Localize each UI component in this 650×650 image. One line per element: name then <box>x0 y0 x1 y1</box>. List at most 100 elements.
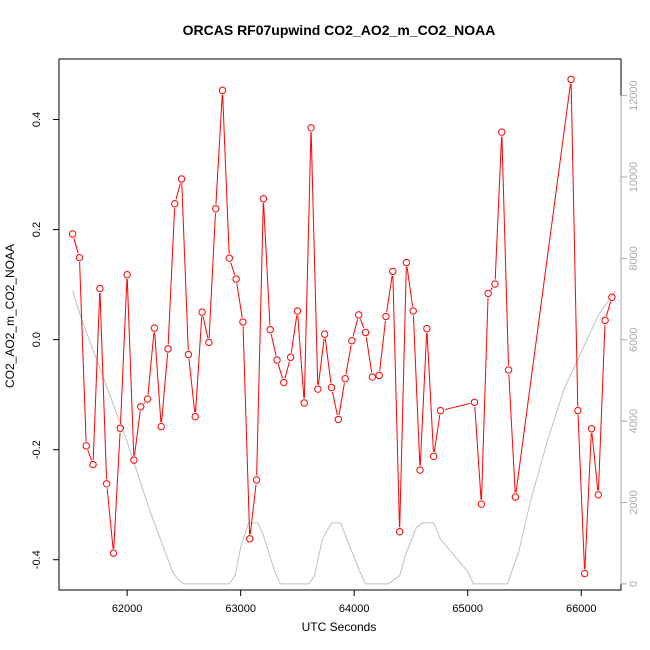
series-segment <box>263 203 271 326</box>
series-segment <box>256 203 264 476</box>
data-point <box>436 406 445 415</box>
series-segment <box>597 324 606 491</box>
series-segment <box>202 316 209 339</box>
data-point <box>75 253 84 262</box>
data-point <box>423 324 431 333</box>
series-segment <box>303 132 312 399</box>
y2-tick-label: 8000 <box>628 246 640 270</box>
plot-frame <box>58 58 622 591</box>
data-point <box>409 307 417 315</box>
data-point <box>477 500 486 508</box>
series-segment <box>195 316 203 413</box>
series-segment <box>154 332 162 423</box>
data-point <box>96 284 104 293</box>
y2-tick-label: 2000 <box>628 490 640 514</box>
data-point <box>198 308 206 316</box>
series-segment <box>345 345 352 375</box>
y2-tick-label: 0 <box>628 581 640 587</box>
altitude-line <box>72 290 616 585</box>
series-segment <box>106 488 114 549</box>
data-point <box>150 324 159 332</box>
series-segment <box>181 183 189 351</box>
series-segment <box>175 183 181 200</box>
series-segment <box>297 315 305 399</box>
data-point <box>300 399 308 407</box>
y2-axis-right: 0 2000 4000 6000 8000 10000 12000 <box>620 80 640 587</box>
series-segment <box>570 83 579 407</box>
series-segment <box>591 433 599 491</box>
data-point <box>348 337 356 345</box>
data-point <box>211 204 220 213</box>
series-segment <box>87 449 92 461</box>
series-segment <box>317 338 325 385</box>
y-axis-label: CO2_AO2_m_CO2_NOAA <box>3 244 17 388</box>
series-segment <box>386 275 393 313</box>
data-point <box>601 316 609 325</box>
data-point <box>375 371 383 380</box>
x-axis-label: UTC Seconds <box>302 620 377 634</box>
data-point <box>368 373 377 381</box>
data-point <box>574 406 582 415</box>
series-segment <box>392 275 400 528</box>
series-segment <box>236 283 243 318</box>
data-point <box>177 175 186 183</box>
series-segment <box>222 94 230 254</box>
series-segment <box>490 287 493 291</box>
data-point <box>382 312 390 321</box>
series-segment <box>480 297 489 500</box>
data-point <box>164 345 172 353</box>
data-point <box>429 452 438 460</box>
data-point <box>286 353 295 361</box>
series-segment <box>310 132 319 385</box>
series-segment <box>120 279 128 424</box>
series-segment <box>406 266 414 307</box>
data-point <box>314 385 322 393</box>
series-segment <box>444 402 471 411</box>
data-point <box>334 415 342 424</box>
series-segment <box>426 333 434 452</box>
series-segment <box>515 83 571 493</box>
y-tick-label: 0.0 <box>31 332 43 347</box>
series-segment <box>208 213 216 338</box>
series-segment <box>365 336 373 373</box>
data-point <box>470 398 479 407</box>
data-point <box>232 275 240 283</box>
data-point <box>567 75 575 84</box>
data-point <box>239 318 247 326</box>
data-point <box>293 307 302 315</box>
series-segment <box>143 402 145 404</box>
x-tick-label: 63000 <box>225 603 256 615</box>
data-point <box>109 549 118 557</box>
data-point <box>594 491 602 499</box>
x-tick-label: 64000 <box>339 603 370 615</box>
y2-tick-label: 12000 <box>628 80 640 111</box>
series-segment <box>399 267 407 528</box>
y-tick-label: -0.2 <box>31 440 43 459</box>
series-segment <box>161 353 169 423</box>
series-segment <box>126 279 135 456</box>
data-point <box>280 378 288 387</box>
series-segment <box>605 301 612 317</box>
data-point <box>68 230 77 238</box>
data-point <box>205 338 213 347</box>
data-point <box>511 493 520 501</box>
data-point <box>580 569 589 578</box>
data-point <box>416 466 424 474</box>
series-segment <box>577 415 585 570</box>
data-point <box>504 366 513 374</box>
data-point <box>259 195 268 203</box>
data-point <box>218 86 227 95</box>
data-point <box>484 289 492 298</box>
data-point <box>246 535 254 543</box>
data-point <box>266 326 274 334</box>
data-point <box>320 330 329 338</box>
series-segment <box>188 358 196 413</box>
series-segment <box>92 292 101 461</box>
data-point <box>137 403 145 411</box>
series-segment <box>249 484 257 535</box>
series-segment <box>147 332 155 395</box>
series-segment <box>79 262 87 442</box>
data-point <box>252 476 261 484</box>
series-segment <box>501 136 509 366</box>
